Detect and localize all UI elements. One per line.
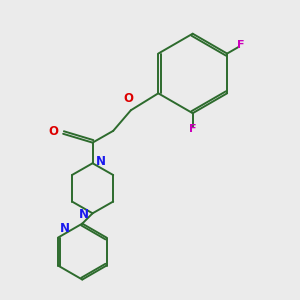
Text: O: O — [123, 92, 133, 105]
Text: N: N — [79, 208, 89, 221]
Text: N: N — [59, 222, 70, 235]
Text: O: O — [49, 125, 59, 138]
Text: F: F — [237, 40, 245, 50]
Text: F: F — [189, 124, 196, 134]
Text: N: N — [96, 155, 106, 168]
